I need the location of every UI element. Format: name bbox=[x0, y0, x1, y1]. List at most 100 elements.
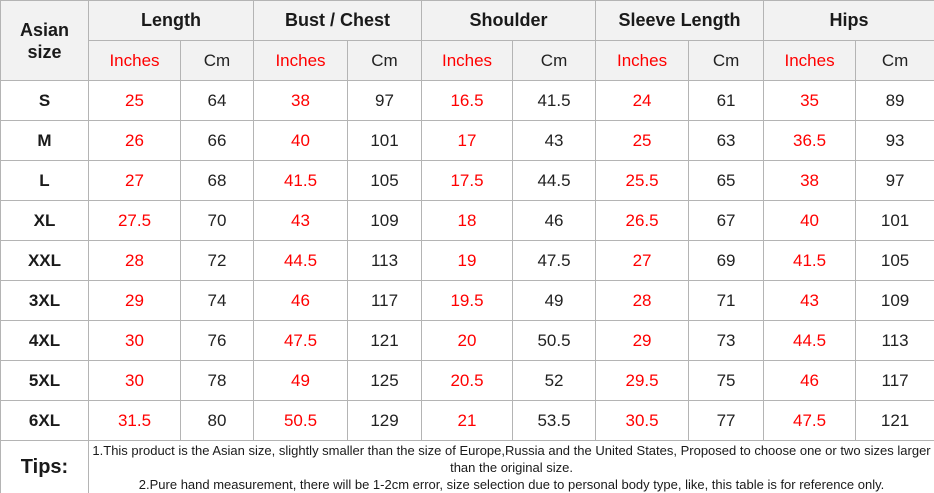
table-row: 4XL 30 76 47.5 121 20 50.5 29 73 44.5 113 bbox=[0, 320, 934, 361]
table-row: S 25 64 38 97 16.5 41.5 24 61 35 89 bbox=[0, 80, 934, 121]
inches-value-cell: 36.5 bbox=[763, 120, 857, 161]
cm-value-cell: 97 bbox=[855, 160, 934, 201]
inches-value-cell: 38 bbox=[253, 80, 348, 121]
cm-value-cell: 97 bbox=[346, 80, 423, 121]
inches-value-cell: 50.5 bbox=[253, 400, 348, 441]
unit-header-row: Inches Cm Inches Cm Inches Cm Inches Cm … bbox=[1, 40, 934, 81]
cm-value-cell: 68 bbox=[180, 160, 254, 201]
inches-value-cell: 28 bbox=[595, 280, 690, 321]
cm-value-cell: 67 bbox=[688, 200, 765, 241]
inches-value-cell: 19 bbox=[421, 240, 514, 281]
inches-value-cell: 17.5 bbox=[421, 160, 514, 201]
inches-value-cell: 21 bbox=[421, 400, 514, 441]
size-label-cell: 4XL bbox=[0, 320, 89, 361]
inches-value-cell: 28 bbox=[88, 240, 181, 281]
cm-value-cell: 63 bbox=[688, 120, 765, 161]
cm-value-cell: 129 bbox=[346, 400, 423, 441]
inches-value-cell: 24 bbox=[595, 80, 690, 121]
group-header-row: Asian size Length Bust / Chest Shoulder … bbox=[0, 0, 934, 81]
table-row: XXL 28 72 44.5 113 19 47.5 27 69 41.5 105 bbox=[0, 240, 934, 281]
inches-value-cell: 40 bbox=[253, 120, 348, 161]
cm-value-cell: 105 bbox=[346, 160, 423, 201]
cm-value-cell: 44.5 bbox=[512, 160, 597, 201]
inches-value-cell: 30 bbox=[88, 320, 181, 361]
cm-value-cell: 41.5 bbox=[512, 80, 597, 121]
size-label-cell: 3XL bbox=[0, 280, 89, 321]
inches-value-cell: 38 bbox=[763, 160, 857, 201]
table-row: M 26 66 40 101 17 43 25 63 36.5 93 bbox=[0, 120, 934, 161]
inches-value-cell: 29 bbox=[88, 280, 181, 321]
cm-value-cell: 47.5 bbox=[512, 240, 597, 281]
cm-value-cell: 109 bbox=[346, 200, 423, 241]
inches-value-cell: 25 bbox=[595, 120, 690, 161]
table-row: XL 27.5 70 43 109 18 46 26.5 67 40 101 bbox=[0, 200, 934, 241]
cm-value-cell: 109 bbox=[855, 280, 934, 321]
cm-value-cell: 117 bbox=[855, 360, 934, 401]
cm-value-cell: 50.5 bbox=[512, 320, 597, 361]
unit-header-cm: Cm bbox=[688, 40, 765, 81]
inches-value-cell: 25 bbox=[88, 80, 181, 121]
tips-label: Tips: bbox=[0, 440, 89, 493]
inches-value-cell: 46 bbox=[763, 360, 857, 401]
inches-value-cell: 40 bbox=[763, 200, 857, 241]
size-label-cell: L bbox=[0, 160, 89, 201]
inches-value-cell: 49 bbox=[253, 360, 348, 401]
inches-value-cell: 26 bbox=[88, 120, 181, 161]
group-header-length: Length bbox=[88, 0, 254, 41]
cm-value-cell: 53.5 bbox=[512, 400, 597, 441]
cm-value-cell: 71 bbox=[688, 280, 765, 321]
cm-value-cell: 65 bbox=[688, 160, 765, 201]
inches-value-cell: 30.5 bbox=[595, 400, 690, 441]
group-header-hips: Hips bbox=[763, 0, 934, 41]
unit-header-inches: Inches bbox=[421, 40, 514, 81]
inches-value-cell: 47.5 bbox=[253, 320, 348, 361]
cm-value-cell: 113 bbox=[855, 320, 934, 361]
inches-value-cell: 47.5 bbox=[763, 400, 857, 441]
tips-text: 1.This product is the Asian size, slight… bbox=[87, 440, 934, 493]
unit-header-inches: Inches bbox=[763, 40, 857, 81]
cm-value-cell: 121 bbox=[855, 400, 934, 441]
group-header-sleeve-length: Sleeve Length bbox=[595, 0, 765, 41]
cm-value-cell: 46 bbox=[512, 200, 597, 241]
inches-value-cell: 29 bbox=[595, 320, 690, 361]
group-header-shoulder: Shoulder bbox=[421, 0, 597, 41]
cm-value-cell: 72 bbox=[180, 240, 254, 281]
unit-header-inches: Inches bbox=[253, 40, 348, 81]
cm-value-cell: 78 bbox=[180, 360, 254, 401]
tips-line-2: 2.Pure hand measurement, there will be 1… bbox=[138, 477, 885, 492]
inches-value-cell: 27 bbox=[595, 240, 690, 281]
unit-header-cm: Cm bbox=[512, 40, 597, 81]
cm-value-cell: 76 bbox=[180, 320, 254, 361]
inches-value-cell: 31.5 bbox=[88, 400, 181, 441]
inches-value-cell: 43 bbox=[763, 280, 857, 321]
table-row: 5XL 30 78 49 125 20.5 52 29.5 75 46 117 bbox=[0, 360, 934, 401]
cm-value-cell: 75 bbox=[688, 360, 765, 401]
corner-header-asian-size: Asian size bbox=[0, 0, 89, 81]
size-label-cell: 5XL bbox=[0, 360, 89, 401]
cm-value-cell: 113 bbox=[346, 240, 423, 281]
cm-value-cell: 73 bbox=[688, 320, 765, 361]
table-header: Asian size Length Bust / Chest Shoulder … bbox=[0, 0, 934, 81]
unit-header-inches: Inches bbox=[595, 40, 690, 81]
unit-header-cm: Cm bbox=[180, 40, 254, 81]
inches-value-cell: 35 bbox=[763, 80, 857, 121]
cm-value-cell: 89 bbox=[855, 80, 934, 121]
cm-value-cell: 49 bbox=[512, 280, 597, 321]
inches-value-cell: 20 bbox=[421, 320, 514, 361]
cm-value-cell: 101 bbox=[855, 200, 934, 241]
size-label-cell: XXL bbox=[0, 240, 89, 281]
table-row: 6XL 31.5 80 50.5 129 21 53.5 30.5 77 47.5 121 bbox=[0, 400, 934, 441]
table-footer: Tips: 1.This product is the Asian size, … bbox=[0, 440, 934, 493]
cm-value-cell: 70 bbox=[180, 200, 254, 241]
inches-value-cell: 41.5 bbox=[763, 240, 857, 281]
cm-value-cell: 66 bbox=[180, 120, 254, 161]
cm-value-cell: 69 bbox=[688, 240, 765, 281]
group-header-bust-chest: Bust / Chest bbox=[252, 0, 423, 41]
unit-header-inches: Inches bbox=[88, 40, 181, 81]
cm-value-cell: 52 bbox=[512, 360, 597, 401]
unit-header-cm: Cm bbox=[855, 40, 934, 81]
inches-value-cell: 20.5 bbox=[421, 360, 514, 401]
unit-header-cm: Cm bbox=[346, 40, 423, 81]
